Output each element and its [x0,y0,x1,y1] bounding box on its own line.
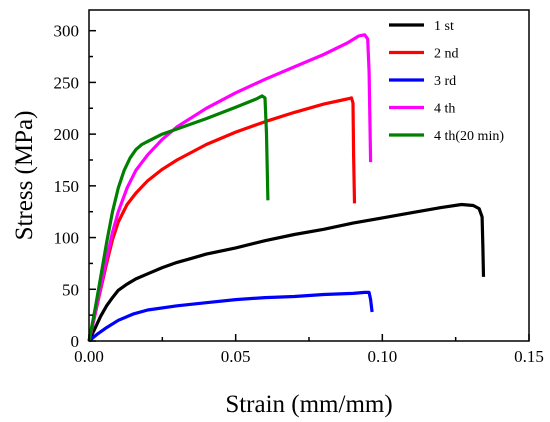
legend-label: 4 th(20 min) [434,129,504,144]
y-tick-label: 0 [71,332,80,351]
y-tick-label: 250 [54,73,80,92]
x-tick-label: 0.05 [221,347,251,366]
y-tick-label: 300 [54,22,80,41]
series-line-3 [87,290,374,343]
y-tick-label: 100 [54,229,80,248]
legend-label: 4 th [434,102,455,117]
x-tick-label: 0.00 [74,347,104,366]
y-axis-title: Stress (MPa) [11,111,38,241]
y-axis: 0 50 100 150 200 250 300 [54,22,96,351]
y-tick-label: 150 [54,177,80,196]
y-tick-label: 200 [54,125,80,144]
legend: 1 st 2 nd 3 rd 4 th 4 th(20 min) [389,19,504,144]
series-line-2 [87,96,357,342]
legend-label: 3 rd [434,74,456,89]
x-axis: 0.00 0.05 0.10 0.15 [74,334,544,366]
series-line-5 [87,94,270,342]
y-tick-label: 50 [62,280,79,299]
legend-label: 1 st [434,19,454,34]
series-line-4 [87,33,373,342]
x-tick-label: 0.10 [367,347,397,366]
series-layer [87,33,486,343]
x-axis-title: Strain (mm/mm) [225,391,392,418]
legend-label: 2 nd [434,47,459,62]
x-tick-label: 0.15 [514,347,544,366]
series-line-1 [87,202,486,342]
